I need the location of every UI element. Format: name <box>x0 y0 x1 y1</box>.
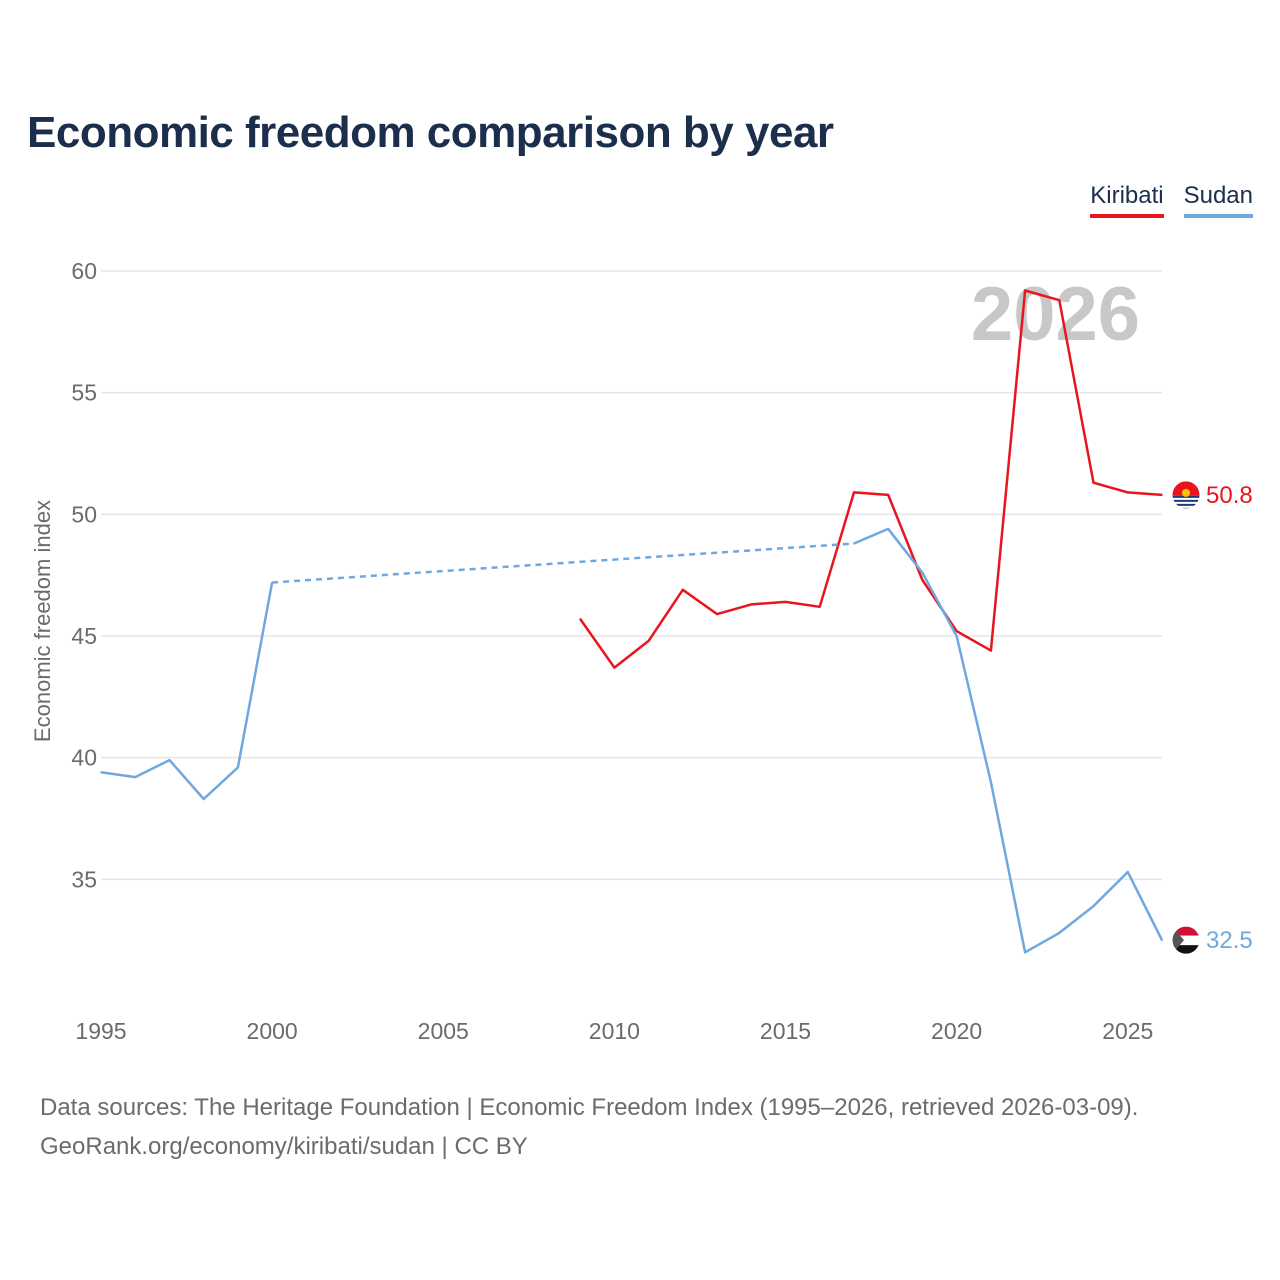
data-point-sudan[interactable] <box>271 581 273 584</box>
flag-kiribati-icon <box>1171 480 1201 510</box>
gridlines <box>101 270 1162 881</box>
data-point-sudan[interactable] <box>990 781 992 783</box>
y-tick-label: 60 <box>71 258 97 284</box>
data-point-kiribati[interactable] <box>750 603 753 606</box>
data-point-kiribati[interactable] <box>887 494 889 496</box>
data-point-kiribati[interactable] <box>1058 299 1061 302</box>
y-axis-ticks: 35 40 45 50 55 60 <box>71 258 97 892</box>
y-tick-label: 35 <box>71 866 97 892</box>
footer-sources: Data sources: The Heritage Foundation | … <box>40 1094 1139 1121</box>
data-point-sudan[interactable] <box>202 798 205 800</box>
data-point-kiribati[interactable] <box>955 630 958 632</box>
chart-title: Economic freedom comparison by year <box>27 108 834 157</box>
legend: Kiribati Sudan <box>1090 182 1253 218</box>
series-line-sudan-gap[interactable] <box>272 542 855 584</box>
data-point-kiribati[interactable] <box>1126 491 1129 494</box>
x-tick-label: 1995 <box>75 1018 126 1044</box>
data-point-kiribati[interactable] <box>647 640 650 642</box>
footer: Data sources: The Heritage Foundation | … <box>40 1088 1138 1166</box>
data-point-kiribati[interactable] <box>579 618 581 620</box>
data-point-kiribati[interactable] <box>1092 481 1095 484</box>
data-point-sudan[interactable] <box>887 528 889 530</box>
data-point-sudan[interactable] <box>853 542 855 545</box>
year-watermark: 2026 <box>971 272 1140 357</box>
x-tick-label: 2005 <box>418 1018 469 1044</box>
series-line-sudan[interactable] <box>100 582 274 801</box>
data-point-kiribati[interactable] <box>853 491 855 494</box>
data-point-sudan[interactable] <box>100 771 102 774</box>
data-point-kiribati[interactable] <box>990 649 992 652</box>
data-point-sudan[interactable] <box>237 766 239 769</box>
x-axis-ticks: 1995 2000 2005 2010 2015 2020 2025 <box>75 1018 1153 1044</box>
y-tick-label: 45 <box>71 623 97 649</box>
x-tick-label: 2000 <box>247 1018 298 1044</box>
x-tick-label: 2015 <box>760 1018 811 1044</box>
data-point-kiribati[interactable] <box>1161 494 1163 496</box>
data-point-sudan[interactable] <box>1092 905 1095 907</box>
y-tick-label: 40 <box>71 745 97 771</box>
data-point-kiribati[interactable] <box>784 601 787 603</box>
series-line-kiribati[interactable] <box>579 289 1163 669</box>
footer-credit: GeoRank.org/economy/kiribati/sudan | CC … <box>40 1133 528 1160</box>
data-point-sudan[interactable] <box>1161 939 1163 941</box>
series-lines <box>100 289 1164 954</box>
data-point-sudan[interactable] <box>1126 871 1129 873</box>
end-label-sudan: 32.5 <box>1206 927 1253 954</box>
data-point-kiribati[interactable] <box>682 588 684 591</box>
y-tick-label: 55 <box>71 380 97 406</box>
flag-sudan-icon <box>1171 925 1201 955</box>
data-point-kiribati[interactable] <box>613 666 616 669</box>
legend-item-kiribati[interactable]: Kiribati <box>1090 182 1164 218</box>
x-tick-label: 2025 <box>1102 1018 1153 1044</box>
data-point-sudan[interactable] <box>921 571 924 574</box>
legend-item-sudan[interactable]: Sudan <box>1183 182 1253 218</box>
line-chart: 35 40 45 50 55 60 1995 2000 2005 2010 2015 2020 202… <box>30 258 1253 1044</box>
data-point-sudan[interactable] <box>168 759 171 761</box>
x-tick-label: 2010 <box>589 1018 640 1044</box>
data-point-kiribati[interactable] <box>716 613 718 615</box>
data-point-kiribati[interactable] <box>921 579 924 581</box>
x-tick-label: 2020 <box>931 1018 982 1044</box>
data-point-sudan[interactable] <box>134 776 137 778</box>
data-point-kiribati[interactable] <box>818 606 821 608</box>
end-label-kiribati: 50.8 <box>1206 482 1253 509</box>
data-point-kiribati[interactable] <box>1024 289 1026 292</box>
data-point-sudan[interactable] <box>1024 951 1026 954</box>
y-tick-label: 50 <box>71 501 97 527</box>
data-point-sudan[interactable] <box>1058 932 1061 934</box>
data-point-sudan[interactable] <box>955 635 958 637</box>
series-line-sudan[interactable] <box>853 527 1164 954</box>
series-end-markers: 50.8 32.5 <box>1171 480 1253 955</box>
y-axis-label: Economic freedom index <box>30 500 55 742</box>
